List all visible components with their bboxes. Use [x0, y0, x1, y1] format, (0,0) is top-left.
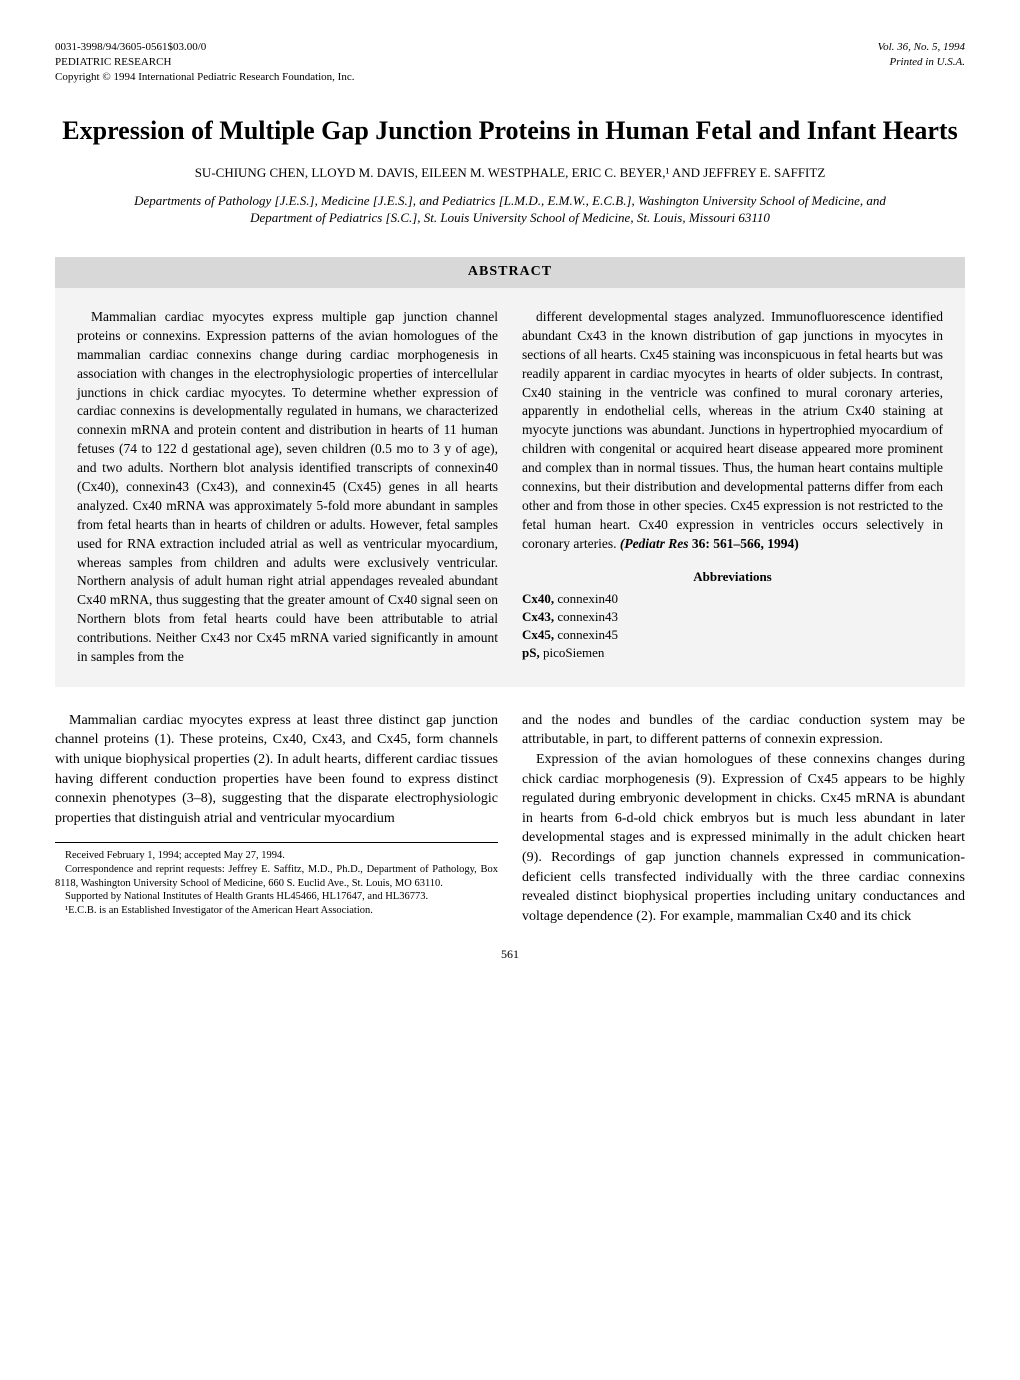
body-right-para1: and the nodes and bundles of the cardiac… [522, 711, 965, 750]
footnotes: Received February 1, 1994; accepted May … [55, 842, 498, 917]
abstract-box: Mammalian cardiac myocytes express multi… [55, 288, 965, 687]
abbrev-item: Cx40, connexin40 [522, 590, 943, 608]
journal-header: 0031-3998/94/3605-0561$03.00/0 PEDIATRIC… [55, 40, 965, 85]
footnote-correspondence: Correspondence and reprint requests: Jef… [55, 863, 498, 890]
header-left: 0031-3998/94/3605-0561$03.00/0 PEDIATRIC… [55, 40, 354, 85]
affiliations: Departments of Pathology [J.E.S.], Medic… [115, 193, 905, 227]
abbrev-item: Cx43, connexin43 [522, 608, 943, 626]
abbrev-item: pS, picoSiemen [522, 644, 943, 662]
footnote-supported: Supported by National Institutes of Heal… [55, 890, 498, 904]
abbreviations-list: Cx40, connexin40 Cx43, connexin43 Cx45, … [522, 590, 943, 663]
footnote-received: Received February 1, 1994; accepted May … [55, 849, 498, 863]
body-right-column: and the nodes and bundles of the cardiac… [522, 711, 965, 927]
header-right: Vol. 36, No. 5, 1994 Printed in U.S.A. [878, 40, 965, 85]
abstract-left-text: Mammalian cardiac myocytes express multi… [77, 308, 498, 667]
header-printed: Printed in U.S.A. [878, 55, 965, 70]
abstract-columns: Mammalian cardiac myocytes express multi… [77, 308, 943, 667]
body-right-para2: Expression of the avian homologues of th… [522, 750, 965, 926]
abstract-right-text: different developmental stages analyzed.… [522, 308, 943, 554]
header-volume: Vol. 36, No. 5, 1994 [878, 40, 965, 55]
footnote-investigator: ¹E.C.B. is an Established Investigator o… [55, 904, 498, 918]
body-columns: Mammalian cardiac myocytes express at le… [55, 711, 965, 927]
body-left-para: Mammalian cardiac myocytes express at le… [55, 711, 498, 829]
abstract-left-column: Mammalian cardiac myocytes express multi… [77, 308, 498, 667]
article-title: Expression of Multiple Gap Junction Prot… [55, 115, 965, 146]
header-copyright: Copyright © 1994 International Pediatric… [55, 70, 354, 85]
abbrev-item: Cx45, connexin45 [522, 626, 943, 644]
header-code: 0031-3998/94/3605-0561$03.00/0 [55, 40, 354, 55]
header-journal: PEDIATRIC RESEARCH [55, 55, 354, 70]
abstract-heading: ABSTRACT [55, 257, 965, 288]
authors: SU-CHIUNG CHEN, LLOYD M. DAVIS, EILEEN M… [55, 164, 965, 182]
abstract-right-column: different developmental stages analyzed.… [522, 308, 943, 667]
page-number: 561 [55, 946, 965, 962]
abbreviations-heading: Abbreviations [522, 568, 943, 586]
body-left-column: Mammalian cardiac myocytes express at le… [55, 711, 498, 927]
